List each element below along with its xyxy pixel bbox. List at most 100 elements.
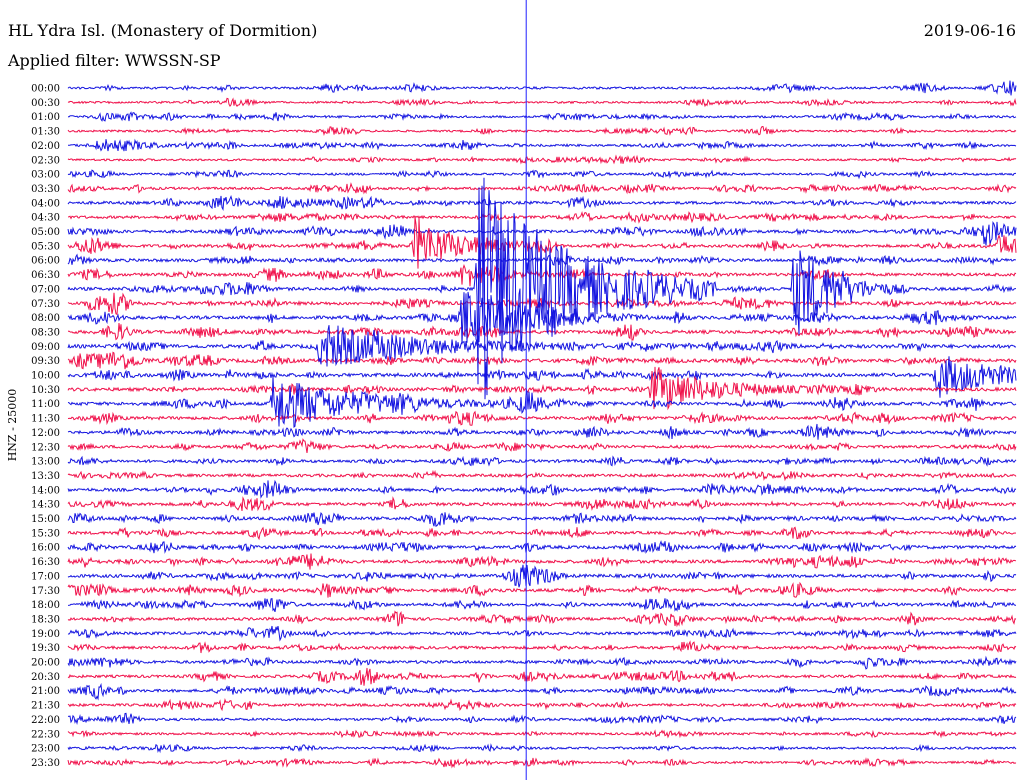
tick-label: 11:30 xyxy=(31,414,60,425)
tick-label: 13:00 xyxy=(31,457,60,468)
tick-label: 01:00 xyxy=(31,112,60,123)
trace-row xyxy=(67,469,1017,482)
tick-label: 09:30 xyxy=(31,356,60,367)
tick-label: 14:00 xyxy=(31,485,60,496)
trace-row xyxy=(67,253,1017,267)
trace-row xyxy=(67,154,1017,165)
tick-label: 18:00 xyxy=(31,600,60,611)
trace-row xyxy=(68,138,1017,152)
tick-label: 15:30 xyxy=(31,528,60,539)
tick-label: 22:30 xyxy=(31,729,60,740)
tick-label: 01:30 xyxy=(31,127,60,138)
trace-row xyxy=(67,80,1017,96)
trace-row xyxy=(67,540,1017,554)
tick-label: 21:00 xyxy=(31,686,60,697)
trace-row xyxy=(67,597,1016,613)
tick-label: 18:30 xyxy=(31,614,60,625)
tick-label: 02:30 xyxy=(31,155,60,166)
tick-label: 00:30 xyxy=(31,98,60,109)
trace-row xyxy=(67,496,1017,512)
tick-label: 16:30 xyxy=(31,557,60,568)
tick-label: 07:30 xyxy=(31,299,60,310)
trace-row xyxy=(67,757,1017,769)
tick-label: 17:00 xyxy=(31,571,60,582)
tick-label: 09:00 xyxy=(31,342,60,353)
trace-row xyxy=(67,410,1017,426)
tick-label: 22:00 xyxy=(31,715,60,726)
tick-label: 19:30 xyxy=(31,643,60,654)
trace-row xyxy=(67,743,1017,754)
trace-row xyxy=(67,581,1017,598)
tick-label: 05:30 xyxy=(31,241,60,252)
tick-label: 06:00 xyxy=(31,256,60,267)
trace-row xyxy=(67,195,1017,211)
trace-row xyxy=(67,610,1017,628)
trace-row xyxy=(67,479,1017,499)
y-axis-label: HNZ - 25000 xyxy=(6,389,19,462)
tick-label: 10:30 xyxy=(31,385,60,396)
tick-label: 15:00 xyxy=(31,514,60,525)
tick-label: 08:30 xyxy=(31,327,60,338)
trace-row xyxy=(67,698,1017,712)
trace-row xyxy=(67,366,1017,411)
seismic-traces xyxy=(67,80,1017,769)
tick-label: 04:30 xyxy=(31,213,60,224)
trace-row xyxy=(67,351,1017,370)
tick-label: 03:30 xyxy=(31,184,60,195)
trace-row xyxy=(67,322,1016,341)
trace-row xyxy=(67,625,1017,642)
trace-row xyxy=(67,564,1017,588)
tick-label: 12:30 xyxy=(31,442,60,453)
tick-label: 13:30 xyxy=(31,471,60,482)
tick-label: 00:00 xyxy=(31,84,60,95)
tick-label: 19:00 xyxy=(31,629,60,640)
tick-label: 17:30 xyxy=(31,586,60,597)
tick-label: 10:00 xyxy=(31,371,60,382)
tick-label: 02:00 xyxy=(31,141,60,152)
tick-label: 12:00 xyxy=(31,428,60,439)
tick-label: 23:00 xyxy=(31,744,60,755)
tick-label: 14:30 xyxy=(31,500,60,511)
tick-label: 23:30 xyxy=(31,758,60,769)
trace-row xyxy=(68,210,1017,224)
trace-row xyxy=(67,220,1017,246)
trace-row xyxy=(67,111,1017,122)
date-label: 2019-06-16 xyxy=(924,21,1016,40)
trace-row xyxy=(67,553,1017,570)
tick-label: 11:00 xyxy=(31,399,60,410)
filter-label: Applied filter: WWSSN-SP xyxy=(7,51,221,70)
tick-label: 07:00 xyxy=(31,284,60,295)
trace-row xyxy=(67,182,1017,195)
trace-row xyxy=(67,438,1017,453)
trace-row xyxy=(67,376,1017,429)
trace-row xyxy=(67,712,1017,726)
station-title: HL Ydra Isl. (Monastery of Dormition) xyxy=(8,21,317,40)
tick-label: 03:00 xyxy=(31,170,60,181)
trace-row xyxy=(67,97,1017,108)
trace-row xyxy=(67,325,1017,367)
trace-row xyxy=(67,169,1016,180)
trace-row xyxy=(67,356,1017,398)
trace-row xyxy=(67,125,1017,136)
trace-row xyxy=(67,640,1017,654)
trace-row xyxy=(67,526,1017,541)
trace-row xyxy=(67,423,1017,440)
tick-label: 04:00 xyxy=(31,198,60,209)
trace-row xyxy=(67,667,1017,686)
trace-row xyxy=(67,511,1017,528)
trace-row xyxy=(67,177,1016,400)
tick-label: 21:30 xyxy=(31,701,60,712)
trace-row xyxy=(67,292,1017,316)
tick-label: 05:00 xyxy=(31,227,60,238)
trace-row xyxy=(67,216,1017,269)
trace-row xyxy=(67,655,1017,670)
trace-row xyxy=(67,455,1017,467)
time-tick-labels: 00:00 00:30 01:00 01:30 02:00 02:30 03:00 03:30… xyxy=(31,84,60,769)
tick-label: 16:00 xyxy=(31,543,60,554)
tick-label: 06:30 xyxy=(31,270,60,281)
trace-row xyxy=(67,729,1017,739)
trace-row xyxy=(67,291,1017,345)
trace-row xyxy=(67,682,1017,701)
